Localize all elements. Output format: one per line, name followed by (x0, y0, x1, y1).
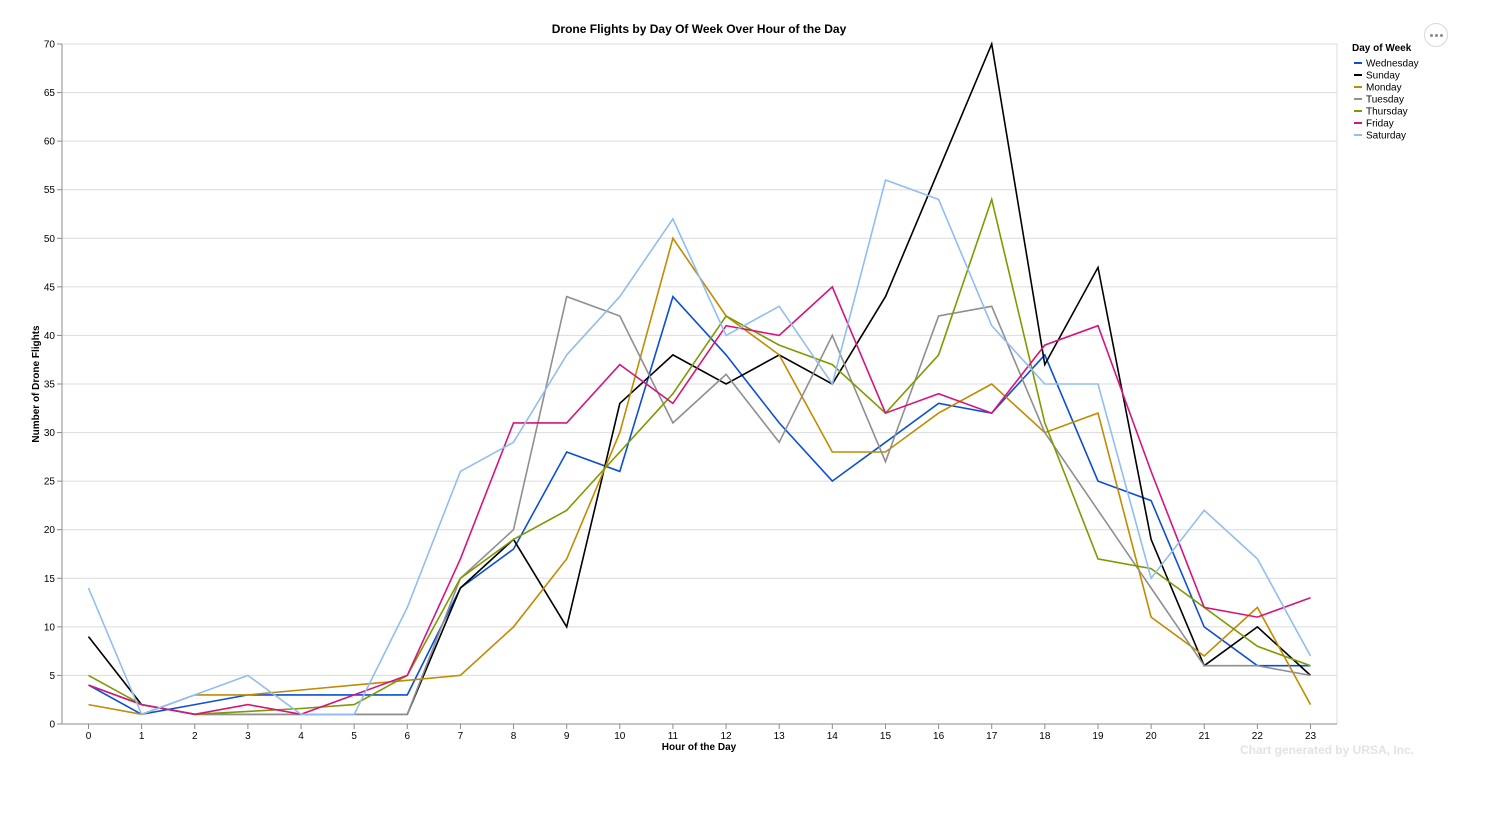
y-tick-label: 60 (44, 137, 56, 148)
x-tick-label: 7 (458, 731, 464, 742)
x-tick-label: 14 (827, 731, 839, 742)
series-line-tuesday (88, 295, 1311, 716)
x-tick-label: 16 (933, 731, 945, 742)
legend-label-saturday: Saturday (1366, 131, 1406, 142)
legend: Day of Week WednesdaySundayMondayTuesday… (1352, 43, 1419, 142)
x-tick-label: 20 (1146, 731, 1158, 742)
x-tick-label: 13 (774, 731, 786, 742)
x-tick-label: 2 (192, 731, 198, 742)
series-line-monday (88, 236, 1312, 716)
x-tick-label: 6 (405, 731, 411, 742)
y-tick-label: 35 (44, 380, 56, 391)
y-tick-label: 55 (44, 185, 56, 196)
grid-lines (62, 43, 1337, 725)
legend-label-thursday: Thursday (1366, 107, 1408, 118)
legend-label-tuesday: Tuesday (1366, 95, 1404, 106)
legend-label-sunday: Sunday (1366, 71, 1400, 82)
x-tick-label: 5 (351, 731, 357, 742)
y-tick-label: 10 (44, 622, 56, 633)
x-tick-label: 10 (614, 731, 626, 742)
more-options-button[interactable] (1424, 23, 1448, 47)
y-tick-label: 5 (49, 671, 55, 682)
y-tick-label: 50 (44, 234, 56, 245)
y-tick-label: 15 (44, 574, 56, 585)
y-tick-label: 65 (44, 88, 56, 99)
y-tick-label: 30 (44, 428, 56, 439)
x-tick-label: 0 (86, 731, 92, 742)
x-tick-label: 15 (880, 731, 892, 742)
legend-label-friday: Friday (1366, 119, 1394, 130)
x-tick-label: 3 (245, 731, 251, 742)
x-axis-title: Hour of the Day (662, 742, 737, 753)
y-tick-label: 40 (44, 331, 56, 342)
y-tick-label: 25 (44, 477, 56, 488)
series-line-saturday (87, 178, 1312, 716)
x-tick-label: 23 (1305, 731, 1317, 742)
y-axis-title: Number of Drone Flights (31, 325, 42, 443)
more-options-icon (1429, 33, 1443, 37)
y-tick-label: 70 (44, 40, 56, 51)
legend-items: WednesdaySundayMondayTuesdayThursdayFrid… (1354, 59, 1419, 142)
x-tick-label: 4 (298, 731, 304, 742)
series-line-thursday (88, 196, 1311, 716)
y-tick-label: 45 (44, 282, 56, 293)
x-tick-label: 8 (511, 731, 517, 742)
x-tick-label: 1 (139, 731, 145, 742)
legend-title: Day of Week (1352, 43, 1412, 54)
x-tick-label: 11 (668, 731, 679, 742)
x-tick-label: 18 (1039, 731, 1051, 742)
x-tick-label: 19 (1092, 731, 1104, 742)
series-line-wednesday (88, 295, 1311, 716)
y-tick-label: 20 (44, 525, 56, 536)
x-tick-label: 17 (986, 731, 998, 742)
x-tick-label: 12 (721, 731, 733, 742)
legend-label-wednesday: Wednesday (1366, 59, 1419, 70)
series-lines (87, 41, 1312, 716)
series-line-friday (88, 285, 1311, 716)
chart-title: Drone Flights by Day Of Week Over Hour o… (552, 22, 847, 36)
x-tick-label: 9 (564, 731, 570, 742)
chart-credit: Chart generated by URSA, Inc. (1240, 743, 1414, 757)
y-tick-label: 0 (49, 720, 55, 731)
x-tick-label: 21 (1199, 731, 1211, 742)
series-line-sunday (87, 41, 1312, 716)
legend-label-monday: Monday (1366, 83, 1402, 94)
x-tick-label: 22 (1252, 731, 1264, 742)
